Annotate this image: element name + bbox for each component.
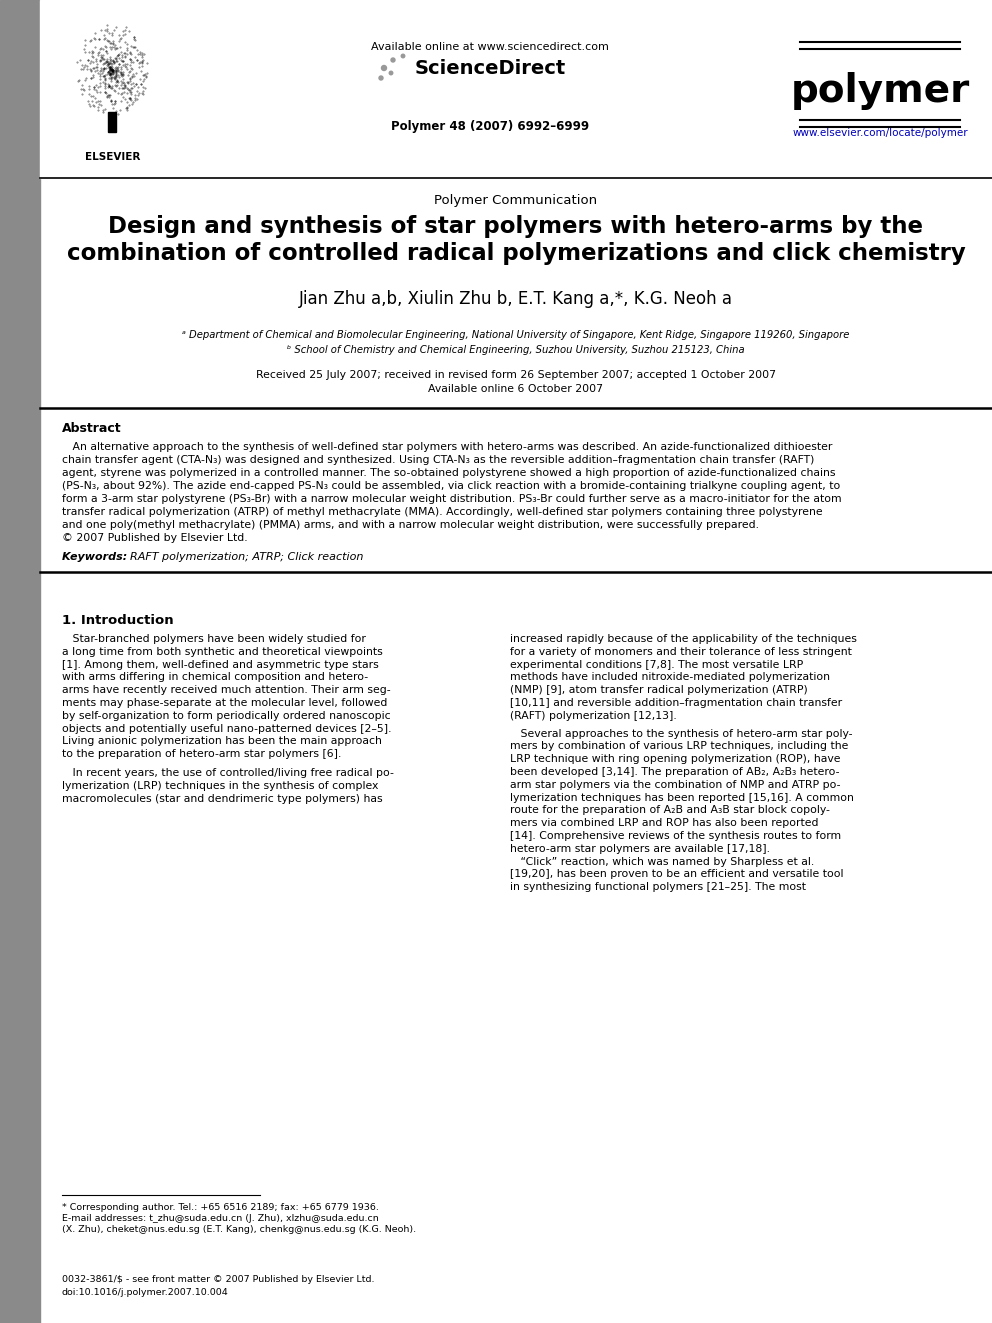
- Text: E-mail addresses: t_zhu@suda.edu.cn (J. Zhu), xlzhu@suda.edu.cn: E-mail addresses: t_zhu@suda.edu.cn (J. …: [62, 1215, 379, 1222]
- Text: www.elsevier.com/locate/polymer: www.elsevier.com/locate/polymer: [793, 128, 968, 138]
- Text: ᵇ School of Chemistry and Chemical Engineering, Suzhou University, Suzhou 215123: ᵇ School of Chemistry and Chemical Engin…: [288, 345, 745, 355]
- Text: lymerization (LRP) techniques in the synthesis of complex: lymerization (LRP) techniques in the syn…: [62, 781, 378, 791]
- Text: lymerization techniques has been reported [15,16]. A common: lymerization techniques has been reporte…: [510, 792, 854, 803]
- Text: with arms differing in chemical composition and hetero-: with arms differing in chemical composit…: [62, 672, 368, 683]
- Text: in synthesizing functional polymers [21–25]. The most: in synthesizing functional polymers [21–…: [510, 882, 806, 892]
- Text: [19,20], has been proven to be an efficient and versatile tool: [19,20], has been proven to be an effici…: [510, 869, 843, 880]
- Text: [10,11] and reversible addition–fragmentation chain transfer: [10,11] and reversible addition–fragment…: [510, 699, 842, 708]
- Text: polymer: polymer: [791, 71, 969, 110]
- Text: ments may phase-separate at the molecular level, followed: ments may phase-separate at the molecula…: [62, 699, 387, 708]
- Text: mers by combination of various LRP techniques, including the: mers by combination of various LRP techn…: [510, 741, 848, 751]
- Text: Received 25 July 2007; received in revised form 26 September 2007; accepted 1 Oc: Received 25 July 2007; received in revis…: [256, 370, 776, 380]
- Text: Available online at www.sciencedirect.com: Available online at www.sciencedirect.co…: [371, 42, 609, 52]
- Circle shape: [389, 71, 393, 75]
- Text: methods have included nitroxide-mediated polymerization: methods have included nitroxide-mediated…: [510, 672, 830, 683]
- Text: (PS-N₃, about 92%). The azide end-capped PS-N₃ could be assembled, via click rea: (PS-N₃, about 92%). The azide end-capped…: [62, 482, 840, 491]
- Circle shape: [379, 75, 383, 79]
- Text: [1]. Among them, well-defined and asymmetric type stars: [1]. Among them, well-defined and asymme…: [62, 660, 379, 669]
- Text: transfer radical polymerization (ATRP) of methyl methacrylate (MMA). Accordingly: transfer radical polymerization (ATRP) o…: [62, 507, 822, 517]
- Text: agent, styrene was polymerized in a controlled manner. The so-obtained polystyre: agent, styrene was polymerized in a cont…: [62, 468, 835, 478]
- Bar: [40, 0, 992, 179]
- Circle shape: [382, 66, 387, 70]
- Text: to the preparation of hetero-arm star polymers [6].: to the preparation of hetero-arm star po…: [62, 749, 341, 759]
- Text: chain transfer agent (CTA-N₃) was designed and synthesized. Using CTA-N₃ as the : chain transfer agent (CTA-N₃) was design…: [62, 455, 814, 464]
- Text: 0032-3861/$ - see front matter © 2007 Published by Elsevier Ltd.: 0032-3861/$ - see front matter © 2007 Pu…: [62, 1275, 375, 1285]
- Text: Several approaches to the synthesis of hetero-arm star poly-: Several approaches to the synthesis of h…: [510, 729, 852, 738]
- Text: experimental conditions [7,8]. The most versatile LRP: experimental conditions [7,8]. The most …: [510, 660, 804, 669]
- Text: doi:10.1016/j.polymer.2007.10.004: doi:10.1016/j.polymer.2007.10.004: [62, 1289, 229, 1297]
- Text: Abstract: Abstract: [62, 422, 122, 435]
- Text: ScienceDirect: ScienceDirect: [415, 60, 565, 78]
- Text: Design and synthesis of star polymers with hetero-arms by the: Design and synthesis of star polymers wi…: [108, 216, 924, 238]
- Circle shape: [401, 54, 405, 58]
- Text: increased rapidly because of the applicability of the techniques: increased rapidly because of the applica…: [510, 634, 857, 644]
- Text: by self-organization to form periodically ordered nanoscopic: by self-organization to form periodicall…: [62, 710, 391, 721]
- Bar: [0, 0, 40, 1323]
- Text: a long time from both synthetic and theoretical viewpoints: a long time from both synthetic and theo…: [62, 647, 383, 656]
- Text: RAFT polymerization; ATRP; Click reaction: RAFT polymerization; ATRP; Click reactio…: [130, 552, 363, 562]
- Text: Polymer 48 (2007) 6992–6999: Polymer 48 (2007) 6992–6999: [391, 120, 589, 134]
- Text: “Click” reaction, which was named by Sharpless et al.: “Click” reaction, which was named by Sha…: [510, 856, 814, 867]
- Bar: [48, 19, 178, 148]
- Text: In recent years, the use of controlled/living free radical po-: In recent years, the use of controlled/l…: [62, 767, 394, 778]
- Text: Living anionic polymerization has been the main approach: Living anionic polymerization has been t…: [62, 737, 382, 746]
- Text: An alternative approach to the synthesis of well-defined star polymers with hete: An alternative approach to the synthesis…: [62, 442, 832, 452]
- Text: (RAFT) polymerization [12,13].: (RAFT) polymerization [12,13].: [510, 710, 677, 721]
- Text: and one poly(methyl methacrylate) (PMMA) arms, and with a narrow molecular weigh: and one poly(methyl methacrylate) (PMMA)…: [62, 520, 759, 531]
- Text: hetero-arm star polymers are available [17,18].: hetero-arm star polymers are available […: [510, 844, 770, 853]
- Text: Keywords:: Keywords:: [62, 552, 131, 562]
- Text: been developed [3,14]. The preparation of AB₂, A₂B₃ hetero-: been developed [3,14]. The preparation o…: [510, 767, 839, 777]
- Text: 1. Introduction: 1. Introduction: [62, 614, 174, 627]
- Text: macromolecules (star and dendrimeric type polymers) has: macromolecules (star and dendrimeric typ…: [62, 794, 383, 803]
- Text: ᵃ Department of Chemical and Biomolecular Engineering, National University of Si: ᵃ Department of Chemical and Biomolecula…: [183, 329, 850, 340]
- Text: Polymer Communication: Polymer Communication: [434, 194, 597, 206]
- Text: objects and potentially useful nano-patterned devices [2–5].: objects and potentially useful nano-patt…: [62, 724, 392, 733]
- Circle shape: [391, 58, 395, 62]
- Text: (NMP) [9], atom transfer radical polymerization (ATRP): (NMP) [9], atom transfer radical polymer…: [510, 685, 807, 695]
- Text: [14]. Comprehensive reviews of the synthesis routes to form: [14]. Comprehensive reviews of the synth…: [510, 831, 841, 841]
- Text: LRP technique with ring opening polymerization (ROP), have: LRP technique with ring opening polymeri…: [510, 754, 840, 765]
- Text: Jian Zhu a,b, Xiulin Zhu b, E.T. Kang a,*, K.G. Neoh a: Jian Zhu a,b, Xiulin Zhu b, E.T. Kang a,…: [299, 290, 733, 308]
- Text: mers via combined LRP and ROP has also been reported: mers via combined LRP and ROP has also b…: [510, 818, 818, 828]
- Bar: [108, 112, 116, 132]
- Text: © 2007 Published by Elsevier Ltd.: © 2007 Published by Elsevier Ltd.: [62, 533, 248, 542]
- Text: Available online 6 October 2007: Available online 6 October 2007: [429, 384, 603, 394]
- Text: for a variety of monomers and their tolerance of less stringent: for a variety of monomers and their tole…: [510, 647, 852, 656]
- Text: Star-branched polymers have been widely studied for: Star-branched polymers have been widely …: [62, 634, 366, 644]
- Text: combination of controlled radical polymerizations and click chemistry: combination of controlled radical polyme…: [66, 242, 965, 265]
- Text: (X. Zhu), cheket@nus.edu.sg (E.T. Kang), chenkg@nus.edu.sg (K.G. Neoh).: (X. Zhu), cheket@nus.edu.sg (E.T. Kang),…: [62, 1225, 416, 1234]
- Text: arms have recently received much attention. Their arm seg-: arms have recently received much attenti…: [62, 685, 391, 695]
- Text: route for the preparation of A₂B and A₃B star block copoly-: route for the preparation of A₂B and A₃B…: [510, 806, 830, 815]
- Text: * Corresponding author. Tel.: +65 6516 2189; fax: +65 6779 1936.: * Corresponding author. Tel.: +65 6516 2…: [62, 1203, 379, 1212]
- Text: arm star polymers via the combination of NMP and ATRP po-: arm star polymers via the combination of…: [510, 779, 840, 790]
- Text: form a 3-arm star polystyrene (PS₃-Br) with a narrow molecular weight distributi: form a 3-arm star polystyrene (PS₃-Br) w…: [62, 493, 841, 504]
- Text: ELSEVIER: ELSEVIER: [85, 152, 141, 161]
